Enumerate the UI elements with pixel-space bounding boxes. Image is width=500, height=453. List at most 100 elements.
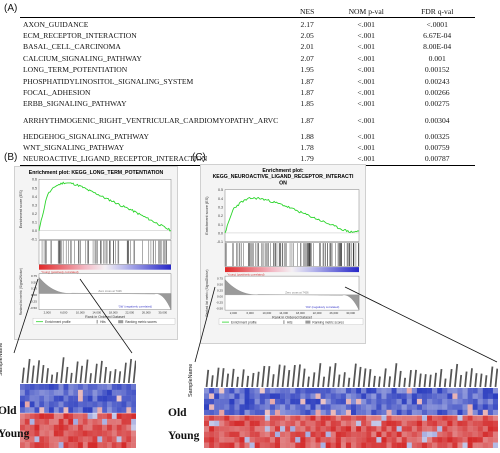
heatmap-cell: [345, 404, 352, 411]
heatmap-cell: [442, 393, 448, 400]
heatmap-cell: [53, 413, 59, 420]
heatmap-cell: [78, 407, 84, 414]
heatmap-c-svg: [204, 363, 499, 449]
heatmap-cell: [39, 413, 45, 420]
gene-label-stub: [69, 372, 73, 384]
heatmap-cell: [452, 388, 458, 394]
heatmap-cell: [29, 389, 35, 396]
table-header-row: NES NOM p-val FDR q-val: [20, 6, 476, 19]
heatmap-cell: [264, 437, 271, 443]
heatmap-cell: [477, 415, 483, 421]
heatmap-cell: [244, 409, 250, 416]
heatmap-cell: [274, 415, 281, 421]
heatmap-cell: [34, 436, 40, 443]
heatmap-cell: [29, 442, 35, 449]
heatmap-cell: [204, 393, 210, 400]
heatmap-cell: [219, 409, 225, 416]
heatmap-cell: [295, 415, 301, 421]
heatmap-cell: [492, 409, 499, 416]
heatmap-cell: [204, 404, 210, 411]
heatmap-cell: [92, 384, 98, 391]
heatmap-cell: [107, 407, 113, 414]
heatmap-cell: [442, 398, 448, 405]
es-tick-label: -0.1: [31, 238, 37, 242]
heatmap-cell: [421, 409, 428, 416]
heatmap-cell: [361, 420, 367, 427]
heatmap-cell: [244, 442, 250, 449]
heatmap-cell: [290, 437, 296, 443]
gene-label-stub: [408, 369, 412, 388]
heatmap-cell: [224, 404, 230, 411]
rank-tick-label: -0.50: [216, 306, 223, 310]
heatmap-cell: [356, 426, 362, 432]
heatmap-cell: [234, 420, 240, 427]
nom-pval-cell: <.001: [357, 115, 375, 125]
heatmap-cell: [396, 420, 402, 427]
heatmap-cell: [356, 420, 362, 427]
heatmap-cell: [437, 388, 443, 394]
heatmap-cell: [381, 415, 387, 421]
heatmap-cell: [406, 431, 413, 438]
heatmap-cell: [452, 426, 458, 432]
heatmap-cell: [24, 424, 30, 431]
heatmap-cell: [131, 407, 137, 414]
heatmap-cell: [396, 442, 402, 449]
heatmap-cell: [39, 384, 45, 391]
heatmap-cell: [29, 401, 35, 408]
heatmap-cell: [492, 415, 499, 421]
heatmap-cell: [391, 404, 397, 411]
heatmap-cell: [234, 404, 240, 411]
gene-label-stub: [256, 371, 260, 388]
heatmap-cell: [20, 413, 26, 420]
heatmap-cell: [244, 431, 250, 438]
nes-cell: 1.87: [300, 87, 314, 97]
heatmap-cell: [20, 424, 26, 431]
heatmap-cell: [244, 415, 250, 421]
heatmap-cell: [492, 398, 499, 405]
heatmap-cell: [224, 409, 230, 416]
heatmap-cell: [295, 431, 301, 438]
heatmap-cell: [442, 415, 448, 421]
heatmap-cell: [204, 409, 210, 416]
heatmap-cell: [447, 431, 453, 438]
heatmap-cell: [214, 420, 220, 427]
heatmap-cell: [254, 426, 260, 432]
heatmap-cell: [452, 442, 458, 449]
heatmap-cell: [376, 409, 382, 416]
heatmap-cell: [432, 442, 438, 449]
heatmap-cell: [126, 430, 132, 437]
heatmap-cell: [340, 388, 347, 394]
heatmap-cell: [29, 418, 35, 425]
heatmap-cell: [305, 420, 311, 427]
heatmap-cell: [401, 388, 407, 394]
heatmap-cell: [472, 393, 478, 400]
heatmap-cell: [274, 420, 281, 427]
pathway-cell: ECM_RECEPTOR_INTERACTION: [23, 30, 137, 40]
heatmap-cell: [58, 418, 64, 425]
heatmap-cell: [82, 424, 88, 431]
heatmap-cell: [315, 393, 321, 400]
x-tick-label: 2,000: [44, 311, 52, 315]
heatmap-cell: [472, 437, 478, 443]
gene-label-stub: [241, 369, 245, 388]
gene-label-stub: [418, 373, 422, 388]
heatmap-cell: [214, 404, 220, 411]
heatmap-cell: [351, 388, 357, 394]
heatmap-cell: [224, 420, 230, 427]
gene-label-stub: [261, 365, 266, 388]
heatmap-cell: [305, 431, 311, 438]
heatmap-cell: [264, 404, 271, 411]
heatmap-cell: [477, 437, 483, 443]
heatmap-cell: [386, 409, 392, 416]
heatmap-cell: [391, 431, 397, 438]
heatmap-cell: [391, 442, 397, 449]
heatmap-cell: [335, 442, 342, 449]
x-tick-label: 18,000: [296, 311, 305, 315]
heatmap-cell: [24, 430, 30, 437]
heatmap-cell: [229, 420, 235, 427]
heatmap-cell: [290, 420, 296, 427]
heatmap-cell: [406, 442, 413, 449]
es-tick-label: 0.0: [218, 231, 223, 235]
nes-cell: 1.87: [300, 76, 314, 86]
heatmap-cell: [20, 384, 26, 391]
